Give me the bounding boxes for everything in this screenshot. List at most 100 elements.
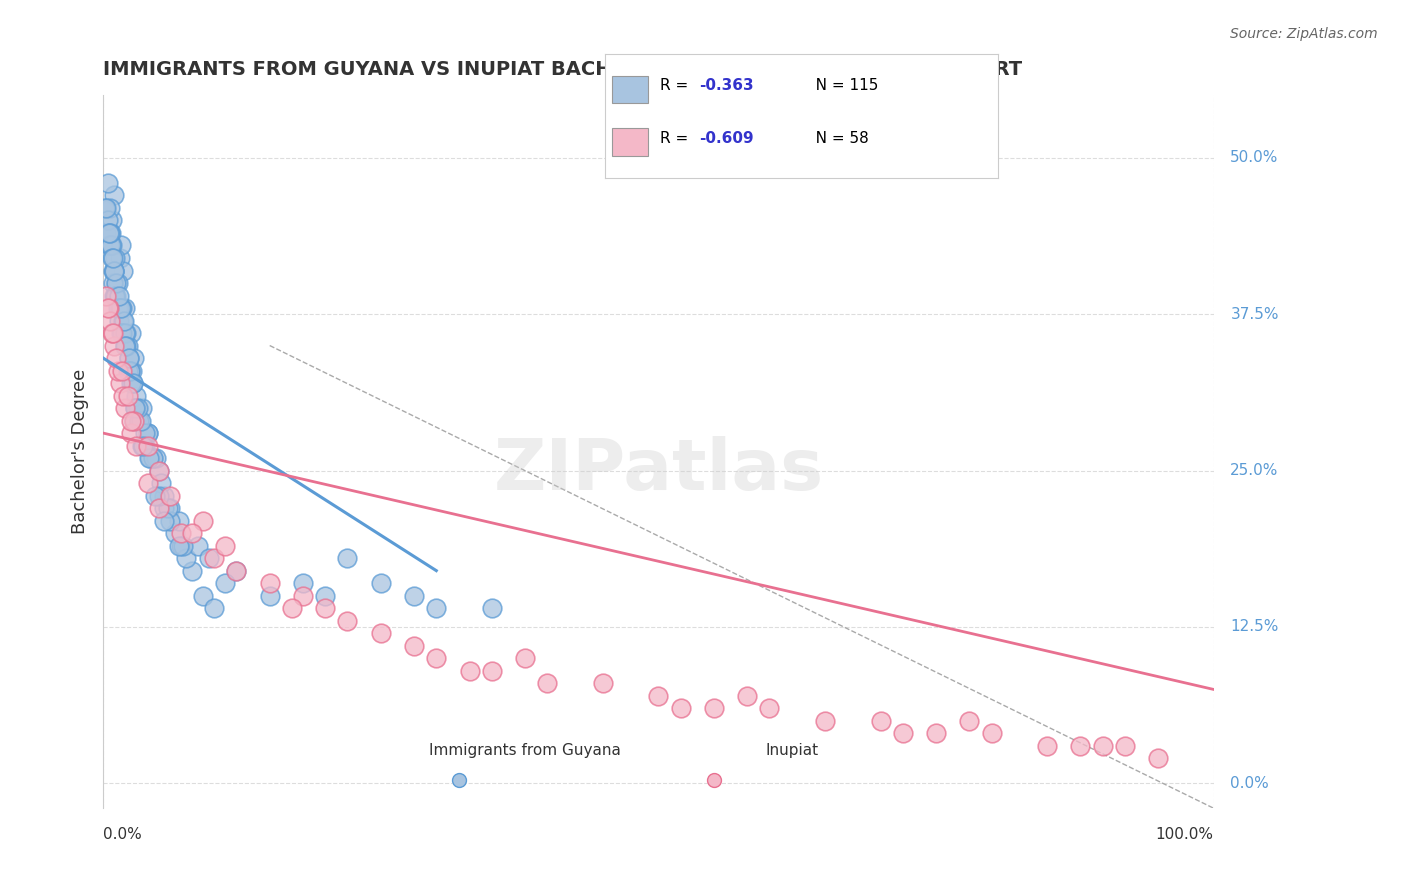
Point xyxy=(336,551,359,566)
Point xyxy=(104,288,127,302)
Point xyxy=(142,451,165,466)
Point xyxy=(1036,739,1059,753)
Point xyxy=(101,263,124,277)
Point xyxy=(148,501,170,516)
FancyBboxPatch shape xyxy=(613,76,648,103)
Point xyxy=(111,301,134,315)
Point xyxy=(118,351,141,365)
Point xyxy=(98,238,121,252)
Point xyxy=(105,276,128,290)
Point xyxy=(292,576,315,591)
Point xyxy=(101,213,124,227)
Point xyxy=(225,564,247,578)
Point xyxy=(107,276,129,290)
Point xyxy=(592,676,614,690)
Point xyxy=(136,476,159,491)
Text: 12.5%: 12.5% xyxy=(1230,619,1278,634)
Point xyxy=(120,413,142,427)
Point xyxy=(202,551,225,566)
Point xyxy=(110,301,132,315)
Point xyxy=(191,589,214,603)
Point xyxy=(98,776,121,790)
Text: N = 115: N = 115 xyxy=(801,78,879,94)
Point xyxy=(281,601,304,615)
Point xyxy=(104,251,127,265)
Point xyxy=(145,451,167,466)
Point xyxy=(225,564,247,578)
Point xyxy=(114,326,136,340)
Point xyxy=(153,501,176,516)
Point xyxy=(108,301,131,315)
Point xyxy=(114,401,136,415)
Point xyxy=(647,689,669,703)
Point xyxy=(128,413,150,427)
Point xyxy=(101,276,124,290)
Point xyxy=(148,464,170,478)
Point xyxy=(117,363,139,377)
Point xyxy=(136,426,159,441)
Point xyxy=(703,701,725,715)
Point xyxy=(159,489,181,503)
Text: IMMIGRANTS FROM GUYANA VS INUPIAT BACHELOR'S DEGREE CORRELATION CHART: IMMIGRANTS FROM GUYANA VS INUPIAT BACHEL… xyxy=(103,60,1022,78)
Point xyxy=(97,226,120,240)
Point xyxy=(814,714,837,728)
Point xyxy=(314,601,336,615)
Point xyxy=(148,464,170,478)
Text: ZIPatlas: ZIPatlas xyxy=(494,436,824,505)
Text: -0.609: -0.609 xyxy=(699,131,754,146)
Point xyxy=(172,539,194,553)
Point xyxy=(110,326,132,340)
Point xyxy=(114,338,136,352)
Text: Immigrants from Guyana: Immigrants from Guyana xyxy=(429,743,621,758)
Point xyxy=(957,714,980,728)
Point xyxy=(1091,739,1114,753)
Point xyxy=(97,238,120,252)
Point xyxy=(370,576,392,591)
Point xyxy=(259,576,281,591)
Point xyxy=(122,413,145,427)
Point xyxy=(425,601,447,615)
Point xyxy=(97,213,120,227)
Point xyxy=(149,476,172,491)
Text: 25.0%: 25.0% xyxy=(1230,463,1278,478)
Point xyxy=(122,351,145,365)
Point xyxy=(167,514,190,528)
Point xyxy=(186,539,208,553)
Point xyxy=(107,363,129,377)
Point xyxy=(122,413,145,427)
Point xyxy=(167,539,190,553)
Text: 100.0%: 100.0% xyxy=(1156,827,1213,842)
Point xyxy=(134,426,156,441)
Point xyxy=(118,363,141,377)
Point xyxy=(117,338,139,352)
Point xyxy=(758,701,780,715)
Point xyxy=(153,489,176,503)
Point xyxy=(112,263,135,277)
Point xyxy=(425,651,447,665)
Point xyxy=(370,626,392,640)
Point xyxy=(105,276,128,290)
Point xyxy=(735,689,758,703)
Point xyxy=(107,301,129,315)
Text: 0.0%: 0.0% xyxy=(1230,776,1270,790)
Point xyxy=(101,238,124,252)
Point xyxy=(103,338,125,352)
Point xyxy=(103,263,125,277)
Point xyxy=(122,376,145,390)
Point xyxy=(125,388,148,402)
Point xyxy=(118,351,141,365)
Point xyxy=(97,301,120,315)
Point xyxy=(115,326,138,340)
Point xyxy=(980,726,1002,740)
Point xyxy=(148,489,170,503)
Point xyxy=(292,589,315,603)
Text: Source: ZipAtlas.com: Source: ZipAtlas.com xyxy=(1230,27,1378,41)
Text: Inupiat: Inupiat xyxy=(765,743,818,758)
Point xyxy=(336,614,359,628)
Point xyxy=(97,176,120,190)
Point xyxy=(98,201,121,215)
Point xyxy=(124,401,146,415)
Point xyxy=(105,288,128,302)
Point xyxy=(98,226,121,240)
Point xyxy=(481,601,503,615)
